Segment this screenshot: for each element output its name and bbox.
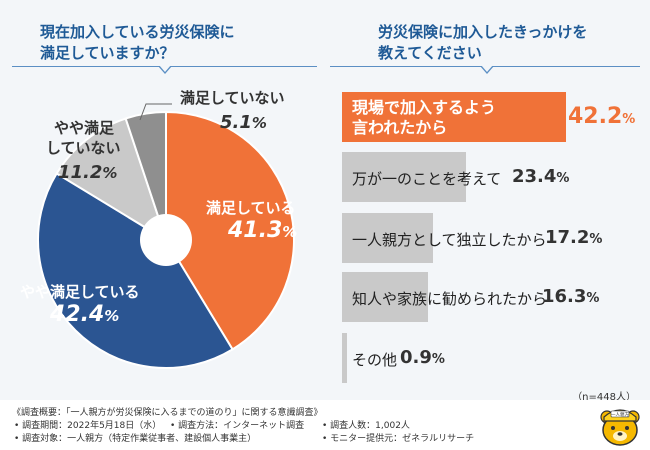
footer-period: • 調査期間：2022年5月18日（水） (14, 421, 162, 431)
pie-question-title: 現在加入している労災保険に 満足していますか？ (40, 22, 320, 64)
bar-value-just-in-case: 23.4% (512, 166, 570, 187)
pie-label-somewhat-satisfied-text: やや満足している (20, 283, 140, 301)
bar-question-line2: 教えてください (378, 44, 482, 62)
bar-value-site-required: 42.2% (568, 104, 636, 129)
bar-recommended (342, 272, 429, 322)
bar-value-recommended: 16.3% (542, 286, 600, 307)
bar-became-independent (342, 213, 434, 263)
pie-question-line1: 現在加入している労災保険に (40, 23, 235, 41)
bar-question-title: 労災保険に加入したきっかけを 教えてください (378, 22, 638, 64)
pie-label-somewhat-unsatisfied-line2: していない (46, 139, 121, 157)
pie-slice-unsatisfied (124, 110, 167, 241)
pie-slice-somewhat-unsatisfied (55, 117, 168, 243)
pie-label-satisfied-pct: 41.3% (228, 218, 298, 243)
bar-question-line1: 労災保険に加入したきっかけを (378, 23, 588, 41)
pie-label-somewhat-unsatisfied-line1: やや満足 (54, 119, 115, 137)
mascot-icon: 一人親方 (600, 409, 640, 446)
sample-size-note: （n=448人） (572, 392, 636, 403)
pie-label-satisfied-text: 満足している (206, 199, 296, 217)
bar-label-became-independent: 一人親方として独立したから (352, 231, 547, 249)
pie-slice-satisfied (165, 110, 295, 351)
pie-title-notch (158, 65, 172, 74)
pie-label-unsatisfied-text: 満足していない (180, 89, 285, 107)
bar-value-became-independent: 17.2% (545, 227, 603, 248)
bar-other (342, 333, 347, 383)
bar-label-other: その他 (352, 351, 398, 369)
bar-label-just-in-case: 万が一のことを考えて (352, 170, 502, 188)
footer-method: • 調査方法：インターネット調査 (170, 421, 305, 431)
pie-label-somewhat-unsatisfied-pct: 11.2% (58, 162, 118, 183)
survey-footer: 《調査概要：「一人親方が労災保険に入るまでの道のり」に関する意識調査》 • 調査… (0, 400, 650, 450)
mascot-badge: 一人親方 (611, 411, 629, 418)
footer-provider: • モニター提供元：ゼネラルリサーチ (322, 434, 475, 444)
pie-question-line2: 満足していますか？ (40, 44, 175, 62)
bar-value-other: 0.9% (400, 347, 445, 368)
bar-site-required (342, 92, 566, 142)
footer-summary: 《調査概要：「一人親方が労災保険に入るまでの道のり」に関する意識調査》 (12, 408, 323, 418)
pie-label-satisfied: 満足している 41.3% (206, 198, 297, 245)
footer-count: • 調査人数：1,002人 (322, 421, 410, 431)
pie-slice-somewhat-satisfied (37, 172, 234, 369)
bar-title-notch (480, 65, 494, 74)
pie-label-unsatisfied-pct: 5.1% (220, 112, 267, 133)
pie-label-somewhat-unsatisfied: やや満足 していない 11.2% (46, 118, 121, 186)
pie-label-unsatisfied: 満足していない 5.1% (180, 88, 285, 136)
bar-just-in-case (342, 152, 467, 202)
bar-label-recommended: 知人や家族に勧められたから (352, 290, 548, 308)
bar-label-site-required: 現場で加入するよう 言われたから (352, 98, 497, 137)
footer-target: • 調査対象：一人親方（特定作業従事者、建設個人事業主） (14, 434, 257, 444)
pie-label-somewhat-satisfied: やや満足している 42.4% (20, 282, 140, 329)
pie-center-hole (140, 214, 192, 266)
pie-label-somewhat-satisfied-pct: 42.4% (50, 302, 120, 327)
pie-leader-line (139, 103, 172, 121)
